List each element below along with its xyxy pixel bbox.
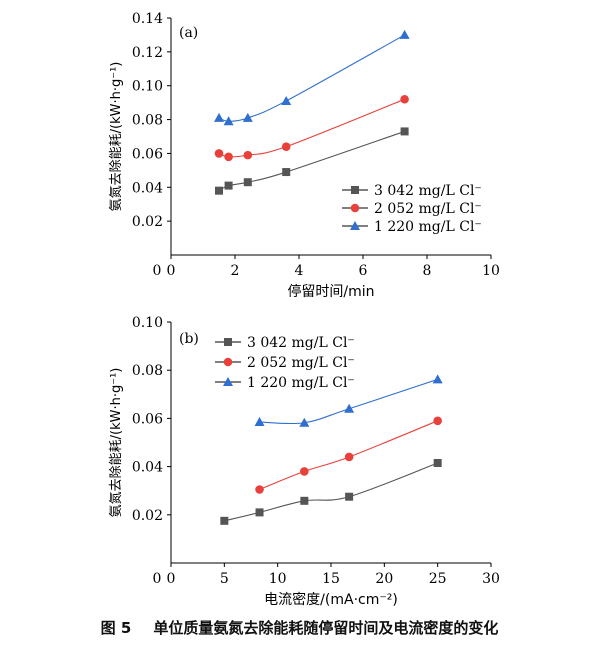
data-point-series-2 <box>400 94 409 104</box>
x-tick-label: 2 <box>231 263 240 279</box>
series-line-2 <box>218 98 405 158</box>
x-tick-label: 10 <box>482 263 500 279</box>
x-tick-label: 5 <box>220 571 229 587</box>
y-tick-label: 0.06 <box>132 411 163 427</box>
x-tick-label: 6 <box>359 263 368 279</box>
legend-marker <box>223 357 233 367</box>
data-point-series-2 <box>433 416 442 426</box>
x-tick-label: 0 <box>167 571 176 587</box>
data-point-series-1 <box>255 508 264 517</box>
y-tick-label: 0.06 <box>132 146 163 162</box>
data-point-series-3 <box>223 116 234 126</box>
data-point-series-1 <box>433 458 442 467</box>
y-axis-title: 氨氮去除能耗/(kW·h·g⁻¹) <box>109 62 124 212</box>
series-line-2 <box>259 420 438 491</box>
figure-caption: 图 5 单位质量氨氮去除能耗随停留时间及电流密度的变化 <box>0 617 599 638</box>
legend-label: 2 052 mg/L Cl⁻ <box>374 201 482 217</box>
data-point-series-2 <box>344 452 354 462</box>
y-tick-label: 0.02 <box>132 214 163 230</box>
x-tick-label: 15 <box>322 571 340 587</box>
legend-label: 3 042 mg/L Cl⁻ <box>247 335 355 351</box>
data-point-series-3 <box>432 374 443 384</box>
data-point-series-1 <box>224 181 233 190</box>
data-point-series-2 <box>214 149 224 158</box>
legend-label: 1 220 mg/L Cl⁻ <box>247 375 355 391</box>
y-axis-title: 氨氮去除能耗/(kW·h·g⁻¹) <box>109 368 124 518</box>
figure-title: 单位质量氨氮去除能耗随停留时间及电流密度的变化 <box>153 619 499 637</box>
figure-number: 图 5 <box>100 619 132 637</box>
data-point-series-1 <box>300 496 309 505</box>
panel-label: (a) <box>179 25 198 41</box>
legend-marker <box>351 186 359 194</box>
data-point-series-3 <box>242 112 253 122</box>
legend-label: 3 042 mg/L Cl⁻ <box>374 183 482 199</box>
x-tick-label: 30 <box>482 571 500 587</box>
x-tick-label: 20 <box>375 571 393 587</box>
origin-label: 0 <box>153 263 162 279</box>
legend-label: 1 220 mg/L Cl⁻ <box>374 219 482 235</box>
x-tick-label: 4 <box>295 263 304 279</box>
data-point-series-1 <box>220 516 229 525</box>
data-point-series-3 <box>214 112 224 122</box>
legend-label: 2 052 mg/L Cl⁻ <box>247 355 355 371</box>
y-tick-label: 0.08 <box>132 113 163 129</box>
data-point-series-2 <box>281 142 291 151</box>
x-axis-title: 停留时间/min <box>287 283 374 300</box>
legend-marker <box>224 338 232 346</box>
legend-marker <box>350 203 360 213</box>
data-point-series-1 <box>282 168 291 177</box>
chart-panel-1: 0 2 4 6 8 10 0.02 0.04 0.06 0.08 0.10 0.12 0.14 0 (a) 停… <box>109 11 500 300</box>
series-line-3 <box>218 34 405 122</box>
x-tick-label: 0 <box>167 263 176 279</box>
data-point-series-3 <box>399 29 410 39</box>
legend-marker <box>350 221 360 230</box>
x-tick-label: 25 <box>429 571 447 587</box>
data-point-series-3 <box>254 417 265 427</box>
data-point-series-1 <box>345 492 354 501</box>
series-line-3 <box>259 378 438 425</box>
data-point-series-1 <box>243 178 252 187</box>
y-tick-label: 0.10 <box>132 315 163 331</box>
y-tick-label: 0.04 <box>132 460 163 476</box>
data-point-series-3 <box>299 417 310 427</box>
panel-label: (b) <box>179 331 199 347</box>
data-point-series-2 <box>224 152 233 162</box>
data-point-series-2 <box>300 467 309 476</box>
y-tick-label: 0.14 <box>132 11 163 27</box>
legend-marker <box>223 377 233 386</box>
x-tick-label: 10 <box>269 571 287 587</box>
y-tick-label: 0.02 <box>132 508 163 524</box>
data-point-series-3 <box>344 403 355 413</box>
y-tick-label: 0.10 <box>132 79 163 95</box>
data-point-series-2 <box>243 150 253 160</box>
data-point-series-1 <box>400 127 409 136</box>
y-tick-label: 0.08 <box>132 363 163 379</box>
data-point-series-2 <box>255 485 264 494</box>
y-tick-label: 0.12 <box>132 45 163 61</box>
chart-panel-2: 0 5 10 15 20 25 30 0.02 0.04 0.06 0.08 0.10 0 (b) 电流密度… <box>109 315 500 608</box>
x-tick-label: 8 <box>423 263 432 279</box>
data-point-series-3 <box>281 95 292 105</box>
data-point-series-1 <box>215 186 223 195</box>
origin-label: 0 <box>153 571 162 587</box>
y-tick-label: 0.04 <box>132 180 163 196</box>
x-axis-title: 电流密度/(mA·cm⁻²) <box>264 591 398 608</box>
